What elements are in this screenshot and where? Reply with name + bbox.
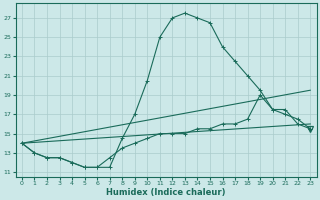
X-axis label: Humidex (Indice chaleur): Humidex (Indice chaleur) [106, 188, 226, 197]
